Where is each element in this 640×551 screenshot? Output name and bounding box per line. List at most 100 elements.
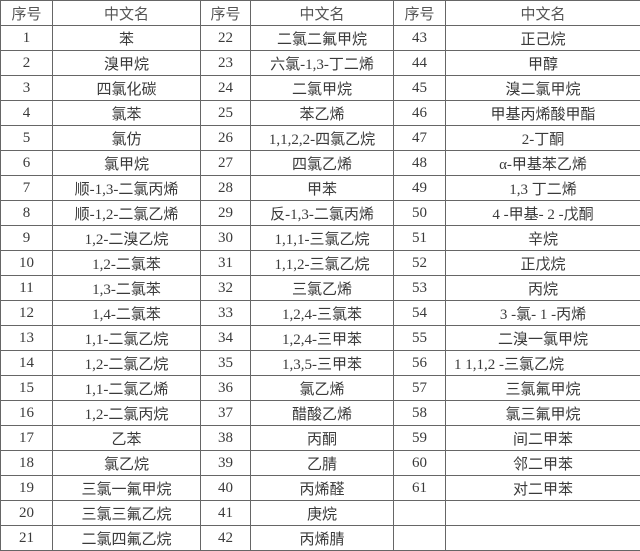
index-cell: 55 (394, 326, 446, 351)
chemical-name-cell: 六氯-1,3-丁二烯 (251, 51, 394, 76)
index-cell: 8 (1, 201, 53, 226)
chemical-name-cell: 氯甲烷 (53, 151, 201, 176)
index-cell: 1 (1, 26, 53, 51)
chemical-name-cell: 1,1,1-三氯乙烷 (251, 226, 394, 251)
index-cell: 23 (201, 51, 251, 76)
index-cell (394, 501, 446, 526)
chemical-name-cell: 丙烷 (446, 276, 640, 301)
chemical-name-cell: 氯仿 (53, 126, 201, 151)
index-cell: 5 (1, 126, 53, 151)
index-cell: 3 (1, 76, 53, 101)
index-cell: 36 (201, 376, 251, 401)
index-cell: 10 (1, 251, 53, 276)
index-cell: 25 (201, 101, 251, 126)
chemical-name-cell: 乙腈 (251, 451, 394, 476)
chemical-name-cell: 1,2,4-三氯苯 (251, 301, 394, 326)
chemical-name-cell: 三氯一氟甲烷 (53, 476, 201, 501)
index-cell: 33 (201, 301, 251, 326)
chemical-name-cell: 1,3-二氯苯 (53, 276, 201, 301)
index-cell: 44 (394, 51, 446, 76)
index-cell: 41 (201, 501, 251, 526)
index-cell: 45 (394, 76, 446, 101)
index-cell: 11 (1, 276, 53, 301)
index-cell: 37 (201, 401, 251, 426)
chemical-name-cell: 2-丁酮 (446, 126, 640, 151)
index-cell: 6 (1, 151, 53, 176)
chemical-name-cell: 氯乙烷 (53, 451, 201, 476)
chemical-name-cell: 醋酸乙烯 (251, 401, 394, 426)
chemical-name-cell: 1,1-二氯乙烷 (53, 326, 201, 351)
index-cell: 50 (394, 201, 446, 226)
chemical-name-cell: 三氯乙烯 (251, 276, 394, 301)
header-index: 序号 (394, 1, 446, 26)
chemical-name-cell: 1,2,4-三甲苯 (251, 326, 394, 351)
index-cell: 48 (394, 151, 446, 176)
index-cell: 27 (201, 151, 251, 176)
index-cell: 49 (394, 176, 446, 201)
index-cell: 52 (394, 251, 446, 276)
index-cell: 58 (394, 401, 446, 426)
header-index: 序号 (1, 1, 53, 26)
chemical-name-cell: 氯乙烯 (251, 376, 394, 401)
chemical-name-cell: 1,2-二溴乙烷 (53, 226, 201, 251)
index-cell: 4 (1, 101, 53, 126)
index-cell: 40 (201, 476, 251, 501)
chemical-name-cell: 反-1,3-二氯丙烯 (251, 201, 394, 226)
chemical-name-cell: 苯乙烯 (251, 101, 394, 126)
chemical-name-cell: 甲苯 (251, 176, 394, 201)
chemical-name-cell: 氯苯 (53, 101, 201, 126)
index-cell: 12 (1, 301, 53, 326)
chemical-name-cell: 庚烷 (251, 501, 394, 526)
chemical-name-cell: 二氯四氟乙烷 (53, 526, 201, 551)
chemical-name-cell: 4 -甲基- 2 -戊酮 (446, 201, 640, 226)
index-cell: 57 (394, 376, 446, 401)
index-cell: 26 (201, 126, 251, 151)
chemical-name-cell: 1,4-二氯苯 (53, 301, 201, 326)
index-cell: 38 (201, 426, 251, 451)
index-cell: 54 (394, 301, 446, 326)
index-cell: 30 (201, 226, 251, 251)
index-cell (394, 526, 446, 551)
header-name: 中文名 (251, 1, 394, 26)
chemical-name-cell (446, 501, 640, 526)
index-cell: 53 (394, 276, 446, 301)
index-cell: 29 (201, 201, 251, 226)
chemical-name-cell: 丙烯腈 (251, 526, 394, 551)
chemical-name-cell: 甲醇 (446, 51, 640, 76)
index-cell: 15 (1, 376, 53, 401)
chemical-name-cell: 1,2-二氯苯 (53, 251, 201, 276)
index-cell: 51 (394, 226, 446, 251)
index-cell: 34 (201, 326, 251, 351)
header-name: 中文名 (446, 1, 640, 26)
index-cell: 16 (1, 401, 53, 426)
index-cell: 28 (201, 176, 251, 201)
chemical-name-cell: 丙酮 (251, 426, 394, 451)
chemical-name-cell: 氯三氟甲烷 (446, 401, 640, 426)
chemical-name-cell: 辛烷 (446, 226, 640, 251)
chemical-name-cell: 甲基丙烯酸甲酯 (446, 101, 640, 126)
index-cell: 60 (394, 451, 446, 476)
chemical-name-cell: 1,3,5-三甲苯 (251, 351, 394, 376)
chemical-name-cell (446, 526, 640, 551)
index-cell: 22 (201, 26, 251, 51)
chemical-name-cell: 对二甲苯 (446, 476, 640, 501)
index-cell: 42 (201, 526, 251, 551)
